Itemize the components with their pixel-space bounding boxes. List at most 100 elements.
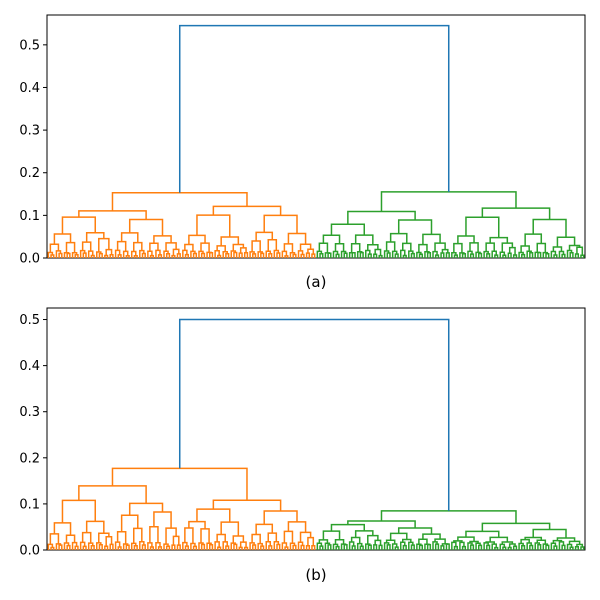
dendrogram-link (300, 544, 305, 550)
dendrogram-link (238, 546, 243, 550)
y-tick-label: 0.0 (19, 252, 40, 267)
dendrogram-link (461, 545, 467, 550)
dendrogram-link (459, 541, 465, 550)
dendrogram-link (461, 253, 467, 258)
dendrogram-link (66, 252, 71, 258)
dendrogram-link (133, 255, 138, 258)
dendrogram-link (147, 542, 153, 550)
dendrogram-link (330, 223, 366, 236)
dendrogram-link (292, 253, 297, 258)
dendrogram-link (49, 533, 60, 545)
dendrogram-link (283, 530, 294, 544)
dendrogram-link (230, 542, 237, 550)
dendrogram-link (507, 252, 512, 258)
dendrogram-link (74, 254, 79, 258)
y-tick-label: 0.5 (19, 313, 40, 328)
dendrogram-link (545, 544, 550, 550)
dendrogram-link (520, 245, 530, 253)
dendrogram-link (184, 243, 194, 252)
dendrogram-link (299, 243, 312, 251)
dendrogram-link (351, 545, 356, 550)
dendrogram-link (98, 543, 103, 550)
dendrogram-link (120, 514, 139, 532)
dendrogram-link (459, 252, 465, 258)
cluster-0 (47, 467, 316, 550)
dendrogram-panel-b: 0.0 0.1 0.2 0.3 0.4 0.5 (b) (19, 307, 586, 584)
dendrogram-link (343, 252, 348, 258)
dendrogram-link (217, 546, 222, 550)
dendrogram-link (238, 252, 243, 258)
dendrogram-link (109, 543, 114, 550)
dendrogram-link (441, 248, 449, 253)
dendrogram-link (365, 543, 371, 550)
dendrogram-link (260, 252, 265, 258)
dendrogram-link (521, 253, 526, 258)
dendrogram-link (276, 252, 281, 258)
dendrogram-link (402, 544, 407, 550)
dendrogram-link (153, 235, 172, 244)
dendrogram-link (65, 534, 76, 543)
dendrogram-link (225, 545, 230, 550)
dendrogram-link (569, 252, 574, 258)
dendrogram-link (485, 242, 495, 252)
dendrogram-link (165, 252, 171, 258)
y-tick-label: 0.3 (19, 405, 40, 420)
y-tick-label: 0.5 (19, 38, 40, 53)
dendrogram-link (434, 543, 440, 550)
dendrogram-link (467, 542, 473, 550)
dendrogram-link (335, 545, 340, 550)
dendrogram-link (184, 545, 189, 550)
dendrogram-link (561, 544, 566, 550)
dendrogram-link (469, 540, 479, 544)
dendrogram-link (47, 543, 54, 550)
dendrogram-link (483, 250, 489, 258)
dendrogram-link (176, 253, 181, 258)
dendrogram-link (445, 543, 450, 550)
y-tick-label: 0.4 (19, 81, 40, 96)
dendrogram-link (267, 532, 278, 542)
dendrogram-link (335, 253, 340, 258)
dendrogram-link (350, 536, 361, 544)
dendrogram-link (139, 541, 145, 550)
dendrogram-panel-a: 0.0 0.1 0.2 0.3 0.4 0.5 (a) (19, 14, 586, 291)
dendrogram-link (521, 545, 526, 550)
dendrogram-link (196, 214, 231, 238)
dendrogram-link (475, 542, 481, 550)
dendrogram-link (96, 251, 102, 258)
dendrogram-link (49, 243, 60, 253)
dendrogram-link (230, 250, 237, 258)
dendrogram-link (502, 546, 507, 550)
dendrogram-link (128, 218, 164, 236)
dendrogram-link (276, 543, 281, 550)
dendrogram-link (453, 242, 463, 253)
axes-frame (46, 14, 586, 259)
dendrogram-link (568, 244, 581, 251)
dendrogram-link (416, 543, 422, 550)
dendrogram-link (332, 250, 339, 258)
dendrogram-link (391, 250, 398, 258)
dendrogram-link (81, 241, 92, 252)
dendrogram-link (311, 545, 316, 550)
dendrogram-link (526, 542, 532, 550)
dendrogram-link (125, 254, 130, 258)
dendrogram-link (239, 541, 247, 548)
dendrogram-link (334, 243, 345, 252)
dendrogram-link (188, 520, 206, 529)
dendrogram-link (263, 214, 298, 234)
dendrogram-link (434, 254, 440, 258)
dendrogram-link (200, 242, 210, 253)
dendrogram-link (316, 542, 323, 550)
dendrogram-link (78, 210, 147, 220)
dendrogram-link (58, 252, 63, 258)
dendrogram-link (265, 250, 272, 258)
dendrogram-link (252, 544, 257, 550)
dendrogram-link (486, 253, 491, 258)
dendrogram-link (133, 527, 143, 544)
dendrogram-link (558, 250, 565, 258)
dendrogram-link (149, 525, 159, 543)
dendrogram-link (389, 232, 408, 244)
dendrogram-link (524, 233, 543, 247)
dendrogram-link (367, 544, 372, 550)
dendrogram-link (408, 250, 414, 258)
dendrogram-link (190, 542, 196, 550)
